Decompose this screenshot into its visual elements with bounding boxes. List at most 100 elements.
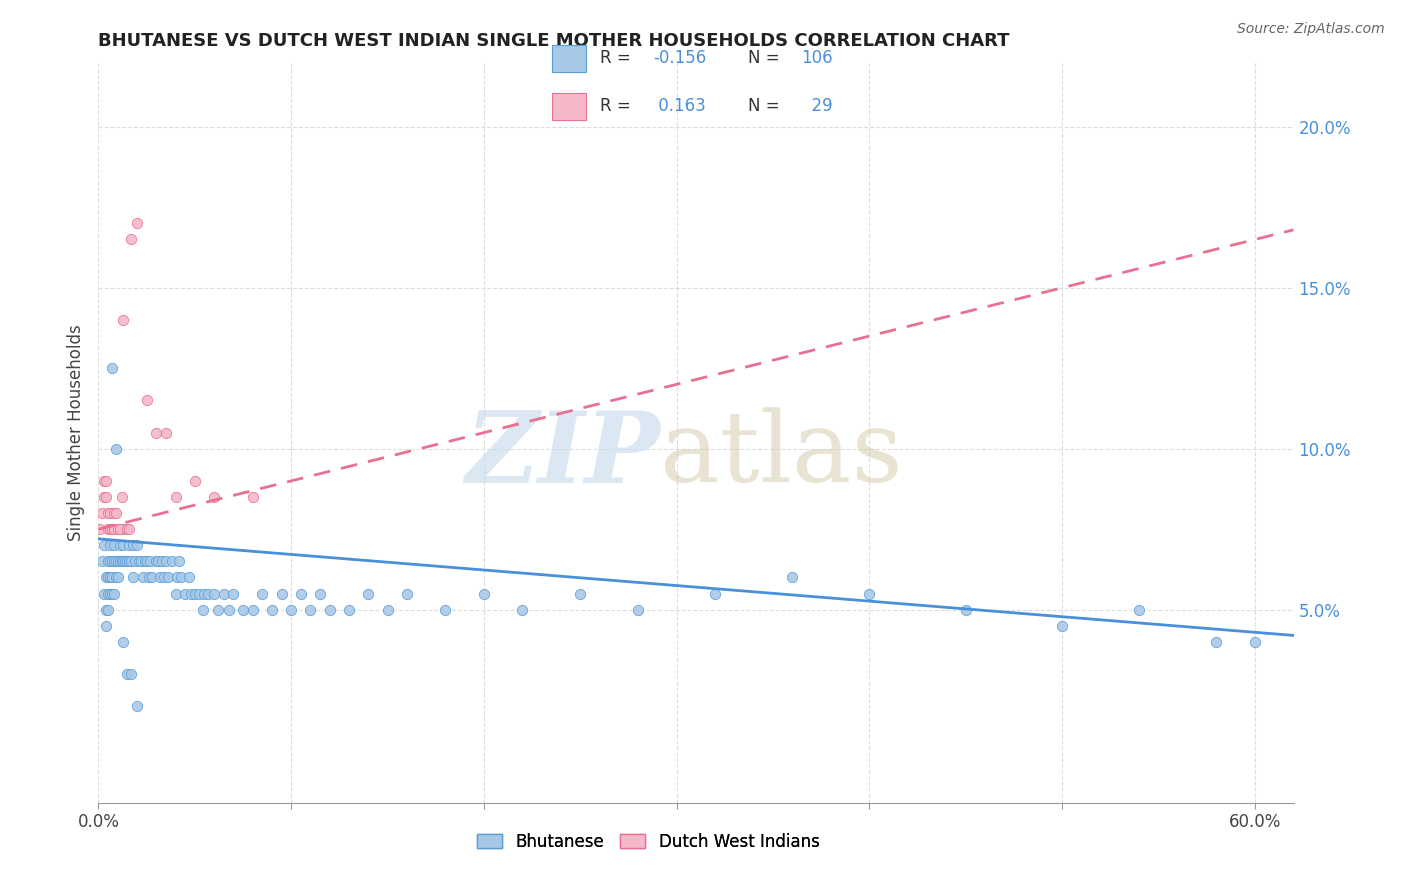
Point xyxy=(107,522,129,536)
Point xyxy=(153,570,176,584)
Point xyxy=(135,554,157,568)
Point xyxy=(94,490,117,504)
Point xyxy=(180,586,202,600)
Point xyxy=(101,570,124,584)
Point xyxy=(104,570,127,584)
Point xyxy=(155,425,177,440)
Point xyxy=(169,554,191,568)
Point xyxy=(232,602,254,616)
Point xyxy=(472,586,495,600)
Point xyxy=(858,586,880,600)
Point xyxy=(97,586,120,600)
Point xyxy=(174,586,197,600)
Point xyxy=(197,586,219,600)
Point xyxy=(110,490,132,504)
Point xyxy=(118,554,141,568)
Point xyxy=(104,554,127,568)
Point xyxy=(97,602,120,616)
Point xyxy=(117,667,139,681)
Point xyxy=(108,538,131,552)
Point xyxy=(704,586,727,600)
Point xyxy=(145,425,167,440)
Point xyxy=(155,554,177,568)
Point xyxy=(434,602,457,616)
Point xyxy=(112,538,135,552)
Point xyxy=(93,586,115,600)
Point xyxy=(1244,635,1267,649)
Text: N =: N = xyxy=(748,48,785,67)
Point xyxy=(139,554,162,568)
Text: ZIP: ZIP xyxy=(465,407,661,503)
Point xyxy=(222,586,245,600)
Point xyxy=(187,586,209,600)
Point xyxy=(110,522,132,536)
Text: N =: N = xyxy=(748,96,785,115)
Point xyxy=(124,554,146,568)
Text: 106: 106 xyxy=(801,48,832,67)
Point xyxy=(98,506,121,520)
Point xyxy=(395,586,418,600)
Point xyxy=(112,554,135,568)
Point xyxy=(107,570,129,584)
Point xyxy=(135,393,157,408)
Point xyxy=(252,586,274,600)
Point xyxy=(120,554,142,568)
Point xyxy=(165,490,187,504)
Point xyxy=(117,522,139,536)
Point xyxy=(128,554,150,568)
Point xyxy=(89,522,111,536)
Point xyxy=(118,538,141,552)
Point xyxy=(337,602,360,616)
Point xyxy=(97,570,120,584)
Point xyxy=(101,522,124,536)
Text: R =: R = xyxy=(600,96,636,115)
Y-axis label: Single Mother Households: Single Mother Households xyxy=(66,325,84,541)
Point xyxy=(170,570,193,584)
Text: atlas: atlas xyxy=(661,407,903,503)
Point xyxy=(299,602,322,616)
Point xyxy=(94,570,117,584)
Point xyxy=(193,586,215,600)
Point xyxy=(319,602,342,616)
Point xyxy=(91,506,114,520)
Point xyxy=(101,554,124,568)
Point xyxy=(114,554,136,568)
Point xyxy=(97,554,120,568)
Point xyxy=(118,522,141,536)
Point xyxy=(290,586,312,600)
Point xyxy=(156,570,179,584)
Text: 0.163: 0.163 xyxy=(654,96,706,115)
Point xyxy=(98,554,121,568)
Point xyxy=(108,522,131,536)
Point xyxy=(112,635,135,649)
Point xyxy=(202,490,225,504)
Point xyxy=(138,570,160,584)
Point xyxy=(357,586,380,600)
Text: BHUTANESE VS DUTCH WEST INDIAN SINGLE MOTHER HOUSEHOLDS CORRELATION CHART: BHUTANESE VS DUTCH WEST INDIAN SINGLE MO… xyxy=(98,32,1010,50)
Point xyxy=(242,602,264,616)
Point xyxy=(512,602,534,616)
Point xyxy=(122,570,145,584)
Point xyxy=(184,586,207,600)
Point xyxy=(377,602,399,616)
Point xyxy=(125,538,148,552)
Point xyxy=(202,586,225,600)
Point xyxy=(569,586,592,600)
Point xyxy=(165,586,187,600)
Text: Source: ZipAtlas.com: Source: ZipAtlas.com xyxy=(1237,22,1385,37)
Point xyxy=(101,586,124,600)
Point xyxy=(207,602,229,616)
Point xyxy=(104,506,127,520)
Bar xyxy=(551,45,586,71)
Point xyxy=(98,522,121,536)
Point xyxy=(107,554,129,568)
Point xyxy=(191,602,214,616)
Point xyxy=(120,232,142,246)
Point xyxy=(112,313,135,327)
Point xyxy=(166,570,188,584)
Point xyxy=(955,602,977,616)
Point xyxy=(160,554,183,568)
Point xyxy=(1205,635,1227,649)
Point xyxy=(145,554,167,568)
Bar xyxy=(551,93,586,120)
